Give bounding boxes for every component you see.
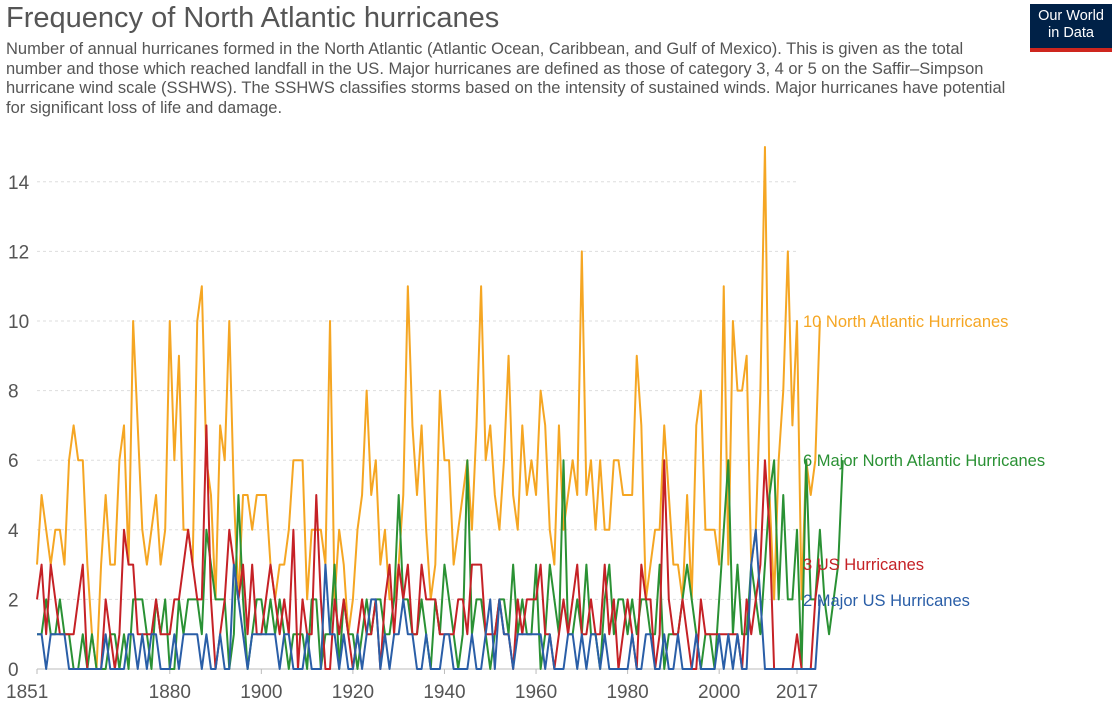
x-tick-label: 1980 — [606, 682, 648, 703]
y-tick-label: 14 — [8, 173, 30, 194]
x-tick-label: 1900 — [240, 682, 282, 703]
chart-subtitle: Number of annual hurricanes formed in th… — [6, 40, 1006, 117]
series-line-major-north-atlantic-hurricanes[interactable] — [37, 459, 844, 670]
series-label: 6 Major North Atlantic Hurricanes — [803, 452, 1045, 470]
x-tick-label: 1880 — [149, 682, 191, 703]
x-tick-label: 2017 — [776, 682, 818, 703]
x-tick-label: 1920 — [332, 682, 374, 703]
series-label: 10 North Atlantic Hurricanes — [803, 313, 1008, 331]
series-line-north-atlantic-hurricanes[interactable] — [36, 146, 821, 670]
series-line-major-us-hurricanes[interactable] — [37, 528, 821, 670]
x-tick-label: 2000 — [698, 682, 740, 703]
series-label: 3 US Hurricanes — [803, 556, 924, 574]
y-tick-label: 12 — [8, 242, 29, 263]
y-tick-label: 6 — [8, 451, 19, 472]
logo-line-2: in Data — [1048, 25, 1094, 41]
series-lines — [36, 146, 844, 670]
x-axis-ticks: 1851 1880 1900 1920 1940 1960 1980 2000 2017 — [6, 669, 818, 703]
y-tick-label: 0 — [8, 660, 19, 681]
chart-title: Frequency of North Atlantic hurricanes — [6, 2, 500, 34]
logo-line-1: Our World — [1038, 8, 1104, 24]
x-tick-label: 1940 — [423, 682, 465, 703]
series-line-us-hurricanes[interactable] — [36, 424, 821, 670]
series-labels: 10 North Atlantic Hurricanes 6 Major Nort… — [803, 313, 1045, 610]
x-tick-label: 1960 — [515, 682, 557, 703]
y-tick-label: 8 — [8, 382, 19, 403]
owid-logo[interactable]: Our World in Data — [1030, 4, 1112, 52]
y-tick-label: 10 — [8, 312, 29, 333]
y-axis-ticks: 0 2 4 6 8 10 12 14 — [8, 173, 30, 681]
logo-underline — [1030, 48, 1112, 52]
series-label: 2 Major US Hurricanes — [803, 592, 970, 610]
x-tick-label: 1851 — [6, 682, 48, 703]
y-tick-label: 4 — [8, 521, 19, 542]
y-tick-label: 2 — [8, 590, 19, 611]
